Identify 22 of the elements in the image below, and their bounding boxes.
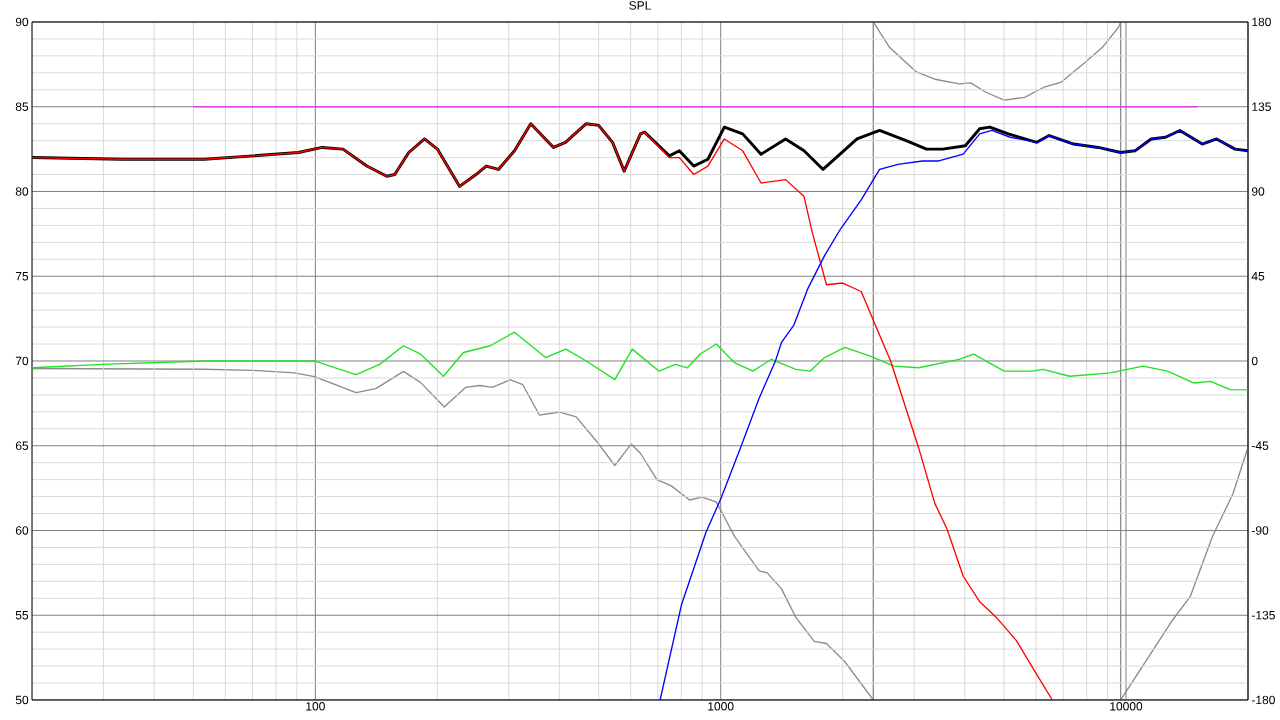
y-tick-label: 80 [15,187,29,196]
y-tick-label: 65 [15,441,29,450]
y2-tick-label: 180 [1252,17,1271,27]
y-tick-label: 55 [15,611,29,620]
y2-tick-label: -135 [1251,610,1275,620]
y-tick-label: 60 [15,526,29,535]
y-tick-label: 50 [15,695,29,705]
chart-title: SPL [629,1,651,10]
y2-tick-label: 90 [1251,187,1265,196]
y-tick-label: 85 [15,102,29,111]
y2-tick-label: -90 [1251,526,1269,535]
x-tick-label: 1000 [708,702,734,711]
x-tick-label: 100 [306,702,325,711]
y-tick-label: 90 [15,17,29,27]
y2-tick-label: -45 [1251,441,1269,450]
y2-tick-label: 45 [1251,272,1265,281]
x-tick-label: 10000 [1110,702,1143,711]
y2-tick-label: 135 [1252,102,1271,111]
y2-tick-label: 0 [1251,356,1258,366]
y-tick-label: 70 [15,356,29,366]
y2-tick-label: -180 [1251,695,1275,705]
y-tick-label: 75 [15,272,29,281]
